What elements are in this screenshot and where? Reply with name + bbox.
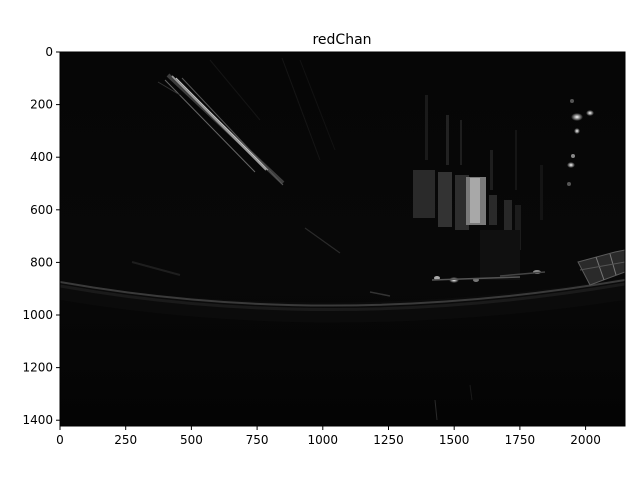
y-tick-label: 1400 [22,413,53,427]
image-background [60,52,625,426]
y-tick-label: 200 [30,98,53,112]
x-tick-label: 750 [246,433,269,447]
x-tick-label: 0 [56,433,64,447]
faint-lower-features [131,261,473,421]
y-tick-label: 600 [30,203,53,217]
x-tick-label: 1750 [505,433,536,447]
x-tick-label: 1000 [308,433,339,447]
y-tick-label: 400 [30,150,53,164]
x-tick-label: 1250 [373,433,404,447]
horizon-arc [60,279,625,307]
y-axis: 0 200 400 600 800 1000 1200 1400 [22,45,60,427]
x-axis: 0 250 500 750 1000 1250 1500 1750 2000 [56,426,601,447]
right-panel-structure [577,249,625,286]
figure-title: redChan [312,32,371,48]
x-tick-label: 500 [180,433,203,447]
x-tick-label: 250 [114,433,137,447]
horizon-arc-faint [60,282,625,311]
y-tick-label: 0 [45,45,53,59]
y-tick-label: 1200 [22,361,53,375]
x-tick-label: 1500 [439,433,470,447]
image-area [60,52,625,426]
horizon-haze [60,278,625,323]
vertical-streaks [413,95,543,280]
y-tick-label: 1000 [22,308,53,322]
x-tick-label: 2000 [570,433,601,447]
bright-lights [431,99,594,283]
y-tick-label: 800 [30,255,53,269]
image-frame [59,51,626,427]
diagonal-streaks [157,57,341,254]
